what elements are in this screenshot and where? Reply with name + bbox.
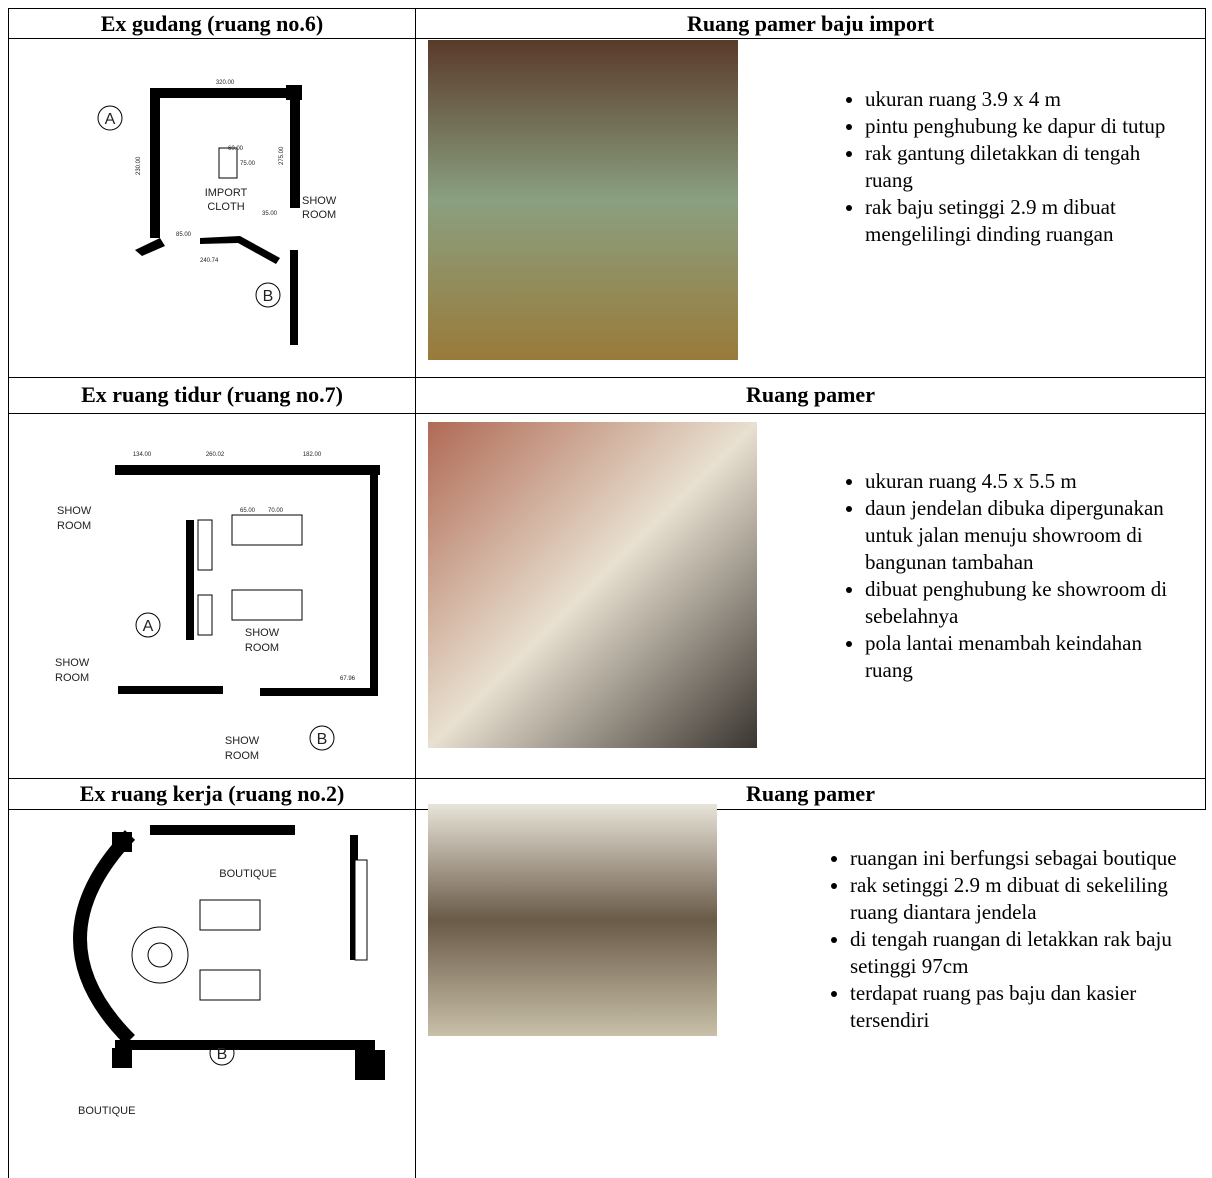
plan-label: SHOW <box>57 505 92 517</box>
plan-label: A <box>105 111 116 128</box>
plan-label: BOUTIQUE <box>219 868 276 880</box>
border <box>1205 8 1206 809</box>
plan-label: 67.96 <box>340 676 356 682</box>
cell-title: Ruang pamer <box>746 781 875 806</box>
plan-label: 260.02 <box>206 452 225 458</box>
plan-label: 70.00 <box>268 508 284 514</box>
bullet-list: ruangan ini berfungsi sebagai boutiquera… <box>830 845 1180 1034</box>
bullet-item: dibuat penghubung ke showroom di sebelah… <box>865 576 1170 630</box>
plan-label: 75.00 <box>240 161 256 167</box>
plan-label: IMPORT <box>205 187 248 199</box>
plan-label: 65.00 <box>240 508 256 514</box>
border <box>8 38 1206 39</box>
bullet-item: daun jendelan dibuka dipergunakan untuk … <box>865 495 1170 576</box>
cell-title: Ruang pamer baju import <box>686 11 935 36</box>
plan-label: 230.00 <box>136 156 142 175</box>
plan-label: ROOM <box>225 750 259 762</box>
plan-label: ROOM <box>57 520 91 532</box>
plan-label: 240.74 <box>200 258 219 264</box>
bullet-item: terdapat ruang pas baju dan kasier terse… <box>850 980 1180 1034</box>
bullet-item: ukuran ruang 4.5 x 5.5 m <box>865 468 1170 495</box>
plan-label: A <box>143 618 154 635</box>
plan-label: ROOM <box>245 642 279 654</box>
plan-label: 60.00 <box>228 146 244 152</box>
photo <box>428 804 717 1036</box>
plan-label: B <box>317 731 328 748</box>
plan-label: SHOW <box>225 735 260 747</box>
plan-label: ROOM <box>55 672 89 684</box>
plan-label: BOUTIQUE <box>78 1105 135 1117</box>
plan-label: 35.00 <box>262 211 278 217</box>
bullet-item: pola lantai menambah keindahan ruang <box>865 630 1170 684</box>
border <box>8 413 1206 414</box>
border <box>8 8 9 1178</box>
cell-title: Ex gudang (ruang no.6) <box>100 11 324 36</box>
cell-title: Ruang pamer <box>746 382 875 407</box>
cell-title: Ex ruang tidur (ruang no.7) <box>81 382 343 407</box>
plan-label: 182.00 <box>303 452 322 458</box>
border <box>8 377 1206 378</box>
floor-plan <box>97 85 302 345</box>
bullet-item: di tengah ruangan di letakkan rak baju s… <box>850 926 1180 980</box>
plan-label: ROOM <box>302 209 336 221</box>
plan-label: B <box>263 288 274 305</box>
bullet-item: ukuran ruang 3.9 x 4 m <box>865 86 1185 113</box>
border <box>8 8 1206 9</box>
floor-plan <box>115 465 380 751</box>
plan-label: SHOW <box>302 195 337 207</box>
photo <box>428 422 757 748</box>
plan-label: SHOW <box>245 627 280 639</box>
plan-label: B <box>217 1046 228 1063</box>
plan-label: 320.00 <box>216 80 235 86</box>
plan-label: CLOTH <box>207 201 244 213</box>
floor-plan <box>73 825 385 1080</box>
bullet-list: ukuran ruang 4.5 x 5.5 mdaun jendelan di… <box>845 468 1170 684</box>
bullet-item: rak setinggi 2.9 m dibuat di sekeliling … <box>850 872 1180 926</box>
cell-title: Ex ruang kerja (ruang no.2) <box>79 781 345 806</box>
bullet-list: ukuran ruang 3.9 x 4 mpintu penghubung k… <box>845 86 1185 248</box>
plan-label: 85.00 <box>176 232 192 238</box>
bullet-item: ruangan ini berfungsi sebagai boutique <box>850 845 1180 872</box>
bullet-item: rak baju setinggi 2.9 m dibuat mengelili… <box>865 194 1185 248</box>
plan-label: SHOW <box>55 657 90 669</box>
bullet-item: pintu penghubung ke dapur di tutup <box>865 113 1185 140</box>
border <box>415 8 416 1178</box>
photo <box>428 40 738 360</box>
bullet-item: rak gantung diletakkan di tengah ruang <box>865 140 1185 194</box>
plan-label: 134.00 <box>133 452 152 458</box>
border <box>8 778 1206 779</box>
plan-label: 275.00 <box>279 146 285 165</box>
